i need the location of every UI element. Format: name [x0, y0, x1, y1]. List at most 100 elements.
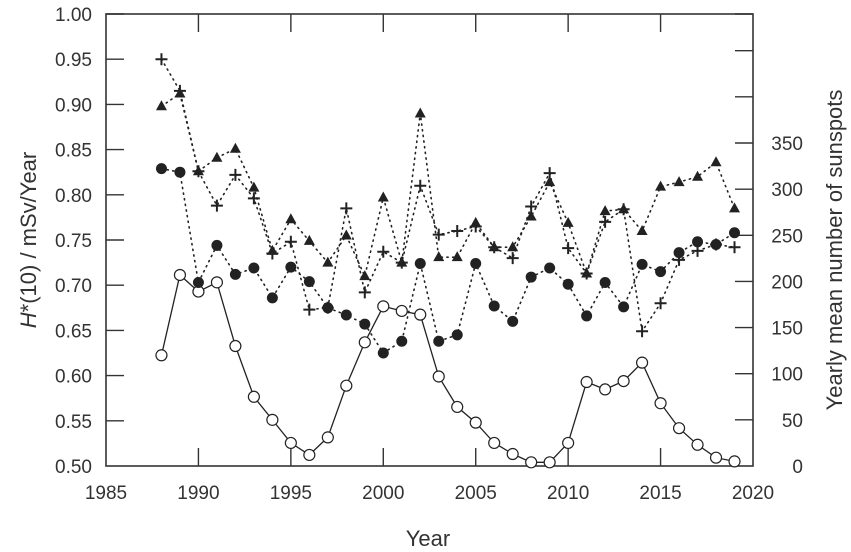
- filled-circle-marker: [599, 276, 611, 288]
- cross-marker: [636, 325, 649, 338]
- open-circle-marker: [543, 456, 556, 469]
- filled-circle-marker: [433, 335, 445, 347]
- filled-circle-marker: [729, 227, 741, 239]
- x-tick-label: 1985: [85, 483, 127, 504]
- cross-marker: [673, 253, 686, 266]
- filled-circle-marker: [414, 258, 426, 270]
- filled-circle-marker: [507, 315, 519, 327]
- right-y-tick-label: 200: [771, 272, 803, 293]
- plot-border: [105, 13, 754, 467]
- cross-marker: [229, 168, 242, 181]
- cross-marker: [562, 242, 575, 255]
- left-y-axis-title-rest: *(10) / mSv/Year: [16, 152, 41, 313]
- filled-circle-marker: [229, 268, 241, 280]
- triangle-marker: [507, 241, 519, 252]
- cross-marker: [155, 53, 168, 66]
- open-circle-marker: [691, 438, 704, 451]
- triangle-marker: [340, 229, 352, 240]
- right-y-tick-label: 0: [792, 457, 803, 478]
- triangle-marker: [377, 191, 389, 202]
- series-layer: [155, 53, 741, 469]
- left-y-tick-label: 0.55: [55, 412, 92, 433]
- x-tick-label: 1995: [270, 483, 312, 504]
- filled-circle-marker: [451, 329, 463, 341]
- cross-marker: [451, 224, 464, 237]
- open-circle-marker: [321, 431, 334, 444]
- triangle-marker: [488, 241, 500, 252]
- open-circle-marker: [506, 447, 519, 461]
- filled-circle-marker: [174, 166, 186, 178]
- open-circle-marker: [580, 375, 593, 389]
- cross-marker: [303, 303, 316, 316]
- left-y-tick-label: 0.85: [55, 141, 92, 162]
- series-line: [160, 273, 735, 463]
- right-y-tick-label: 350: [771, 134, 803, 155]
- triangle-marker: [322, 256, 334, 267]
- triangle-marker: [544, 176, 556, 187]
- triangle-marker: [266, 244, 278, 255]
- x-tick-label: 2020: [732, 483, 774, 504]
- triangle-marker: [174, 87, 186, 98]
- open-circle-marker: [284, 436, 297, 450]
- plot-frame: [105, 13, 754, 467]
- triangle-marker: [248, 181, 260, 192]
- open-circle-marker: [395, 304, 408, 318]
- filled-circle-marker: [340, 309, 352, 321]
- x-tick-label: 2015: [639, 483, 681, 504]
- open-circle-marker: [358, 336, 371, 349]
- right-y-axis: 0 50 100 150 200 250 300 350: [735, 13, 803, 478]
- series-cross: [155, 53, 741, 338]
- series-line-dotted: [160, 167, 736, 355]
- triangle-marker: [303, 234, 315, 245]
- left-y-tick-label: 0.65: [55, 321, 92, 342]
- filled-circle-marker: [303, 276, 315, 288]
- x-axis: 1985 1990 1995 2000 2005 2010 2015 2020: [85, 14, 774, 504]
- right-y-tick-label: 250: [771, 226, 803, 247]
- right-y-tick-label: 100: [771, 365, 803, 386]
- cross-marker: [377, 245, 390, 258]
- series-triangle: [155, 87, 741, 281]
- x-tick-label: 1990: [177, 483, 219, 504]
- open-circle-marker: [210, 276, 224, 289]
- cross-marker: [654, 297, 667, 310]
- filled-circle-marker: [470, 258, 482, 270]
- series-line-dotted: [160, 58, 736, 334]
- triangle-marker: [396, 256, 408, 267]
- left-y-tick-label: 0.90: [55, 95, 92, 116]
- right-y-tick-label: 300: [771, 180, 803, 201]
- left-y-axis: 0.50 0.55 0.60 0.65 0.70 0.75 0.80 0.85 0.90 0.95…: [55, 5, 124, 478]
- triangle-marker: [729, 202, 741, 213]
- filled-circle-marker: [618, 301, 630, 313]
- triangle-marker: [433, 251, 445, 262]
- filled-circle-marker: [155, 163, 167, 175]
- left-y-axis-title-italic: H: [16, 312, 41, 328]
- triangle-marker: [710, 156, 722, 167]
- triangle-marker: [692, 170, 704, 181]
- open-circle-marker: [617, 374, 630, 388]
- filled-circle-marker: [248, 262, 260, 274]
- open-circle-marker: [562, 436, 575, 450]
- cross-marker: [210, 199, 223, 212]
- open-circle-marker: [525, 456, 538, 469]
- open-circle-marker: [303, 448, 316, 462]
- open-circle-marker: [654, 397, 667, 410]
- triangle-marker: [359, 270, 371, 281]
- triangle-marker: [192, 165, 204, 176]
- filled-circle-marker: [211, 239, 223, 251]
- filled-circle-marker: [655, 266, 667, 278]
- triangle-marker: [414, 107, 426, 118]
- cross-marker: [358, 286, 371, 299]
- open-circle-marker: [469, 416, 482, 429]
- cross-marker: [710, 238, 723, 251]
- open-circle-marker: [451, 400, 464, 414]
- open-circle-marker: [155, 349, 168, 362]
- triangle-marker: [525, 210, 537, 221]
- filled-circle-marker: [488, 300, 500, 312]
- open-circle-marker: [728, 455, 741, 468]
- open-circle-marker: [340, 379, 353, 392]
- right-y-tick-label: 150: [771, 319, 803, 340]
- triangle-marker: [451, 251, 463, 262]
- triangle-marker: [155, 100, 167, 111]
- filled-circle-marker: [581, 310, 593, 322]
